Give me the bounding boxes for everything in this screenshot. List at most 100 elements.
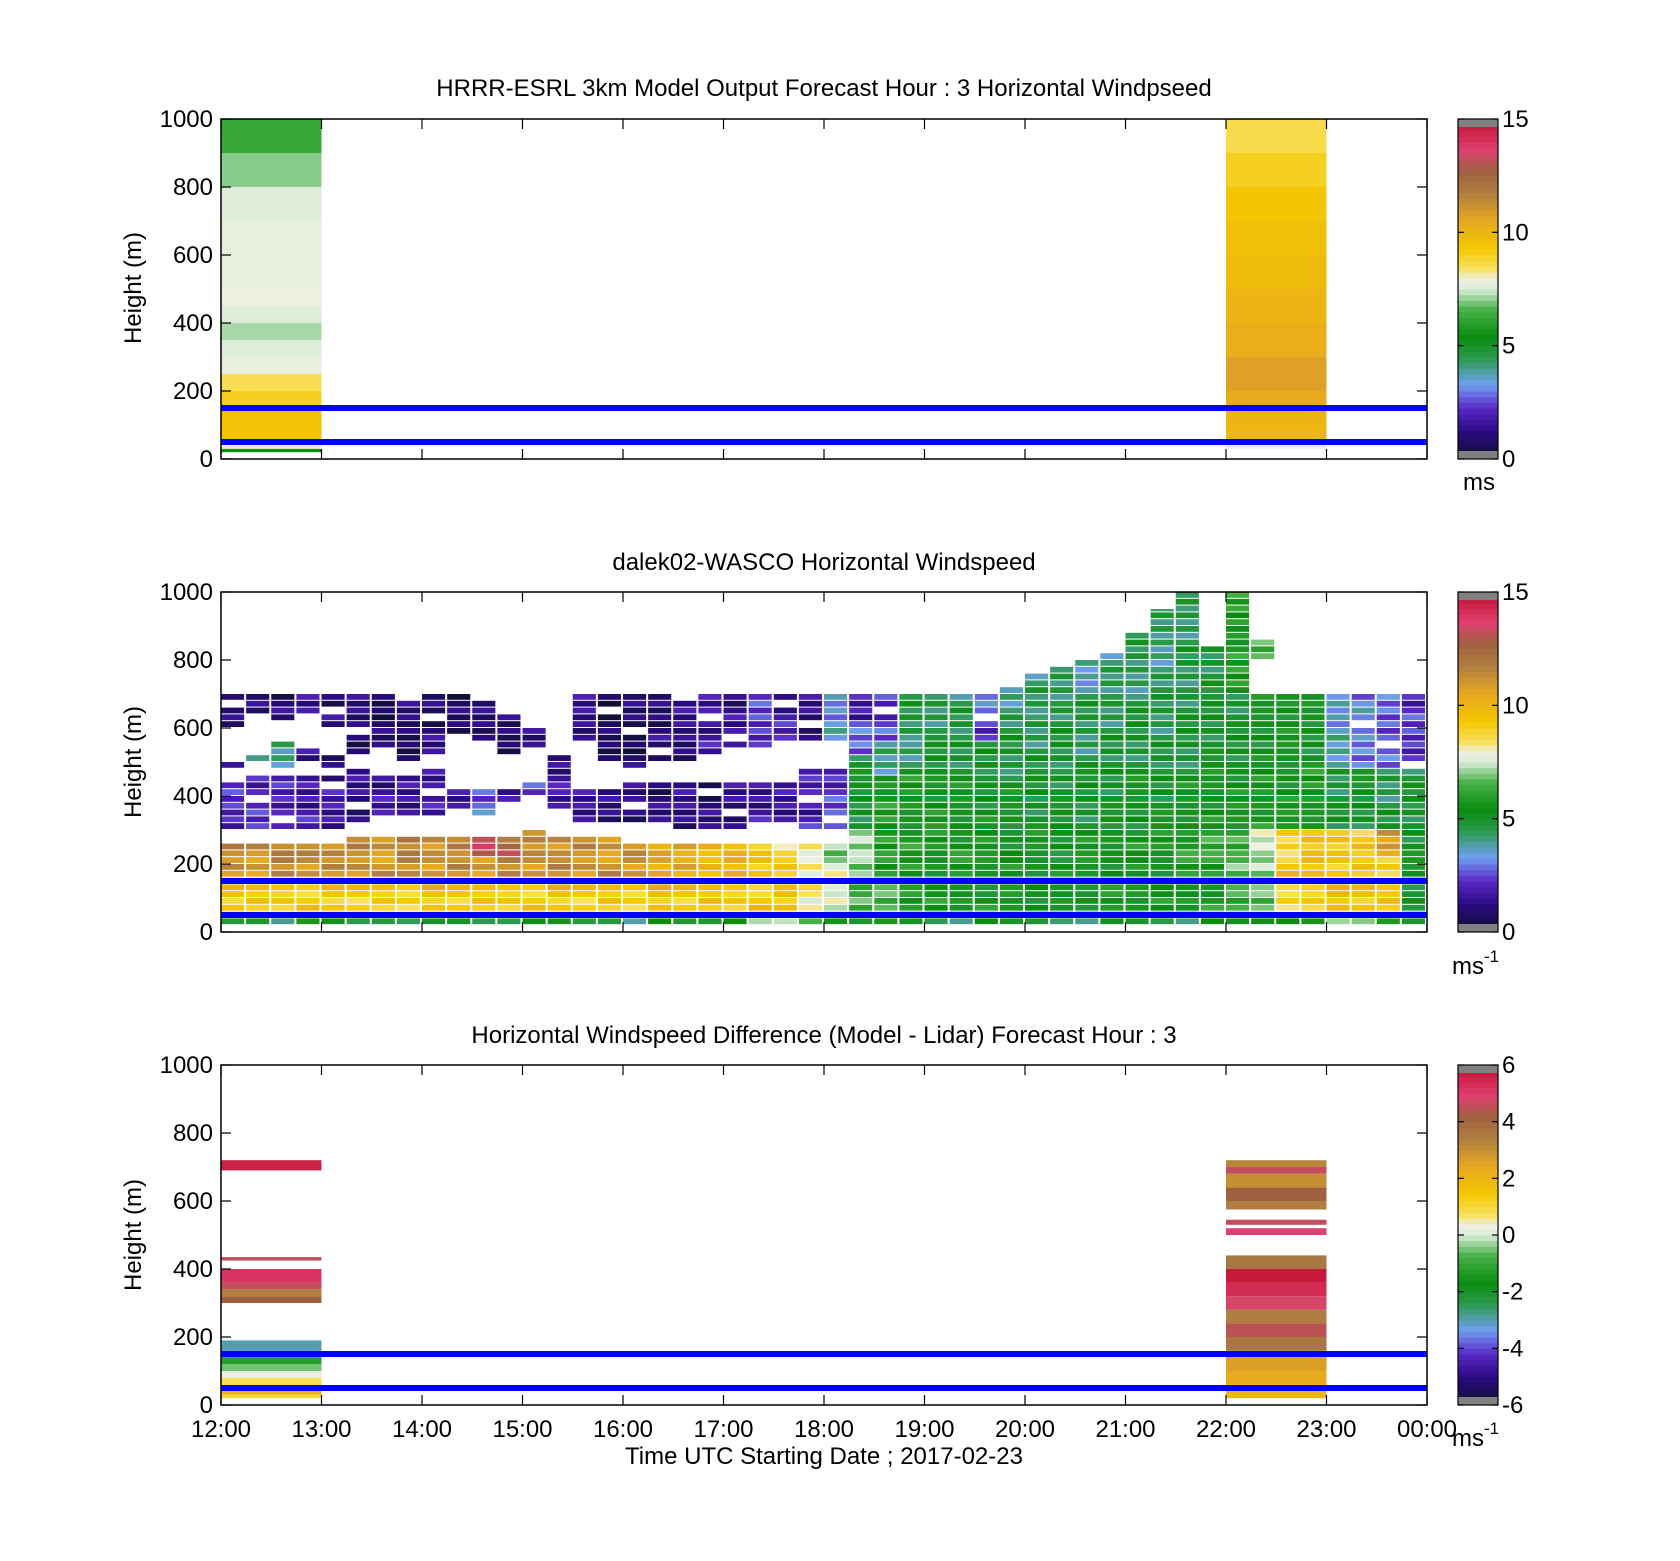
heatmap-cell [1125,721,1149,727]
heatmap-cell [874,741,898,748]
heatmap-cell [949,768,973,775]
heatmap-cell [1351,782,1375,789]
heatmap-cell [1226,796,1250,802]
heatmap-cell [874,830,898,836]
heatmap-cell [1050,673,1074,680]
heatmap-cell [849,768,873,775]
heatmap-cell [999,755,1023,761]
colorbar-segment [1458,402,1498,409]
heatmap-cell [874,857,898,863]
heatmap-cell [597,741,621,748]
colorbar-segment [1458,328,1498,335]
heatmap-cell [1351,768,1375,775]
panel3-ytick-5: 1000 [160,1052,213,1079]
panel1-cbar-tick-1: 5 [1502,333,1515,360]
heatmap-cell [296,694,320,700]
heatmap-cell [999,843,1023,850]
heatmap-cell [1075,687,1099,693]
heatmap-cell [1226,850,1250,857]
heatmap-cell [698,857,722,863]
heatmap-cell [899,870,923,877]
heatmap-cell [1050,884,1074,891]
heatmap-cell [673,843,697,850]
heatmap-cell [824,918,848,925]
heatmap-cell [1251,789,1275,795]
heatmap-cell [1326,850,1350,857]
heatmap-cell [447,898,471,904]
heatmap-cell [1050,694,1074,700]
heatmap-cell [472,843,496,850]
heatmap-cell [296,857,320,863]
heatmap-cell [1301,830,1325,836]
heatmap-cell [1125,830,1149,836]
heatmap-cell [1150,632,1174,639]
heatmap-cell [999,741,1023,748]
colorbar-segment [1458,345,1498,352]
heatmap-cell [849,782,873,789]
heatmap-cell [1251,700,1275,707]
heatmap-cell [1025,707,1049,714]
heatmap-cell [1251,836,1275,843]
panel3-xtick-8: 20:00 [995,1416,1055,1443]
heatmap-cell [824,721,848,727]
heatmap-cell [949,850,973,857]
heatmap-cell [1025,755,1049,761]
heatmap-cell [321,898,345,904]
heatmap-cell [371,864,395,870]
heatmap-cell [1025,687,1049,693]
heatmap-cell [346,904,370,911]
panel2-ytick-5: 1000 [160,579,213,606]
heatmap-cell [1075,870,1099,877]
heatmap-cell [673,734,697,741]
heatmap-cell [1251,721,1275,727]
colorbar-segment [1458,1359,1498,1366]
colorbar-segment [1458,807,1498,814]
panel3-cbar-tick-3: 0 [1502,1222,1515,1249]
heatmap-cell [974,782,998,789]
heatmap-cell [1301,843,1325,850]
heatmap-cell [246,904,270,911]
heatmap-cell [874,843,898,850]
heatmap-cell [974,809,998,816]
heatmap-cell [1075,755,1099,761]
colorbar-segment [1458,272,1498,279]
colorbar-over-cap [1458,592,1498,600]
colorbar-segment [1458,1297,1498,1304]
heatmap-cell [1226,700,1250,707]
colorbar-segment [1458,300,1498,307]
heatmap-cell [371,809,395,816]
heatmap-cell [396,836,420,843]
heatmap-cell [623,762,647,768]
heatmap-cell [221,408,322,425]
heatmap-cell [1200,796,1224,802]
heatmap-cell [246,809,270,816]
heatmap-cell [1351,714,1375,721]
heatmap-cell [798,700,822,707]
panel1-colorbar-ticks: 0 5 10 15 [1458,106,1529,473]
heatmap-cell [824,823,848,829]
panel3-ytick-2: 400 [173,1256,213,1283]
colorbar-segment [1458,294,1498,301]
heatmap-cell [974,830,998,836]
heatmap-cell [1401,830,1425,836]
heatmap-cell [1175,741,1199,748]
heatmap-cell [1301,762,1325,768]
heatmap-cell [673,728,697,734]
heatmap-cell [1200,789,1224,795]
heatmap-cell [1276,707,1300,714]
heatmap-cell [1351,857,1375,863]
heatmap-cell [271,741,295,748]
heatmap-cell [1326,884,1350,891]
panel3-cbar-tick-5: 4 [1502,1109,1515,1136]
heatmap-cell [271,857,295,863]
heatmap-cell [1251,734,1275,741]
heatmap-cell [1376,891,1400,897]
heatmap-cell [673,898,697,904]
colorbar-segment [1458,187,1498,194]
heatmap-cell [221,1160,322,1171]
heatmap-cell [1200,666,1224,673]
heatmap-cell [924,748,948,755]
heatmap-cell [1150,843,1174,850]
heatmap-cell [1150,884,1174,891]
heatmap-cell [1125,823,1149,829]
